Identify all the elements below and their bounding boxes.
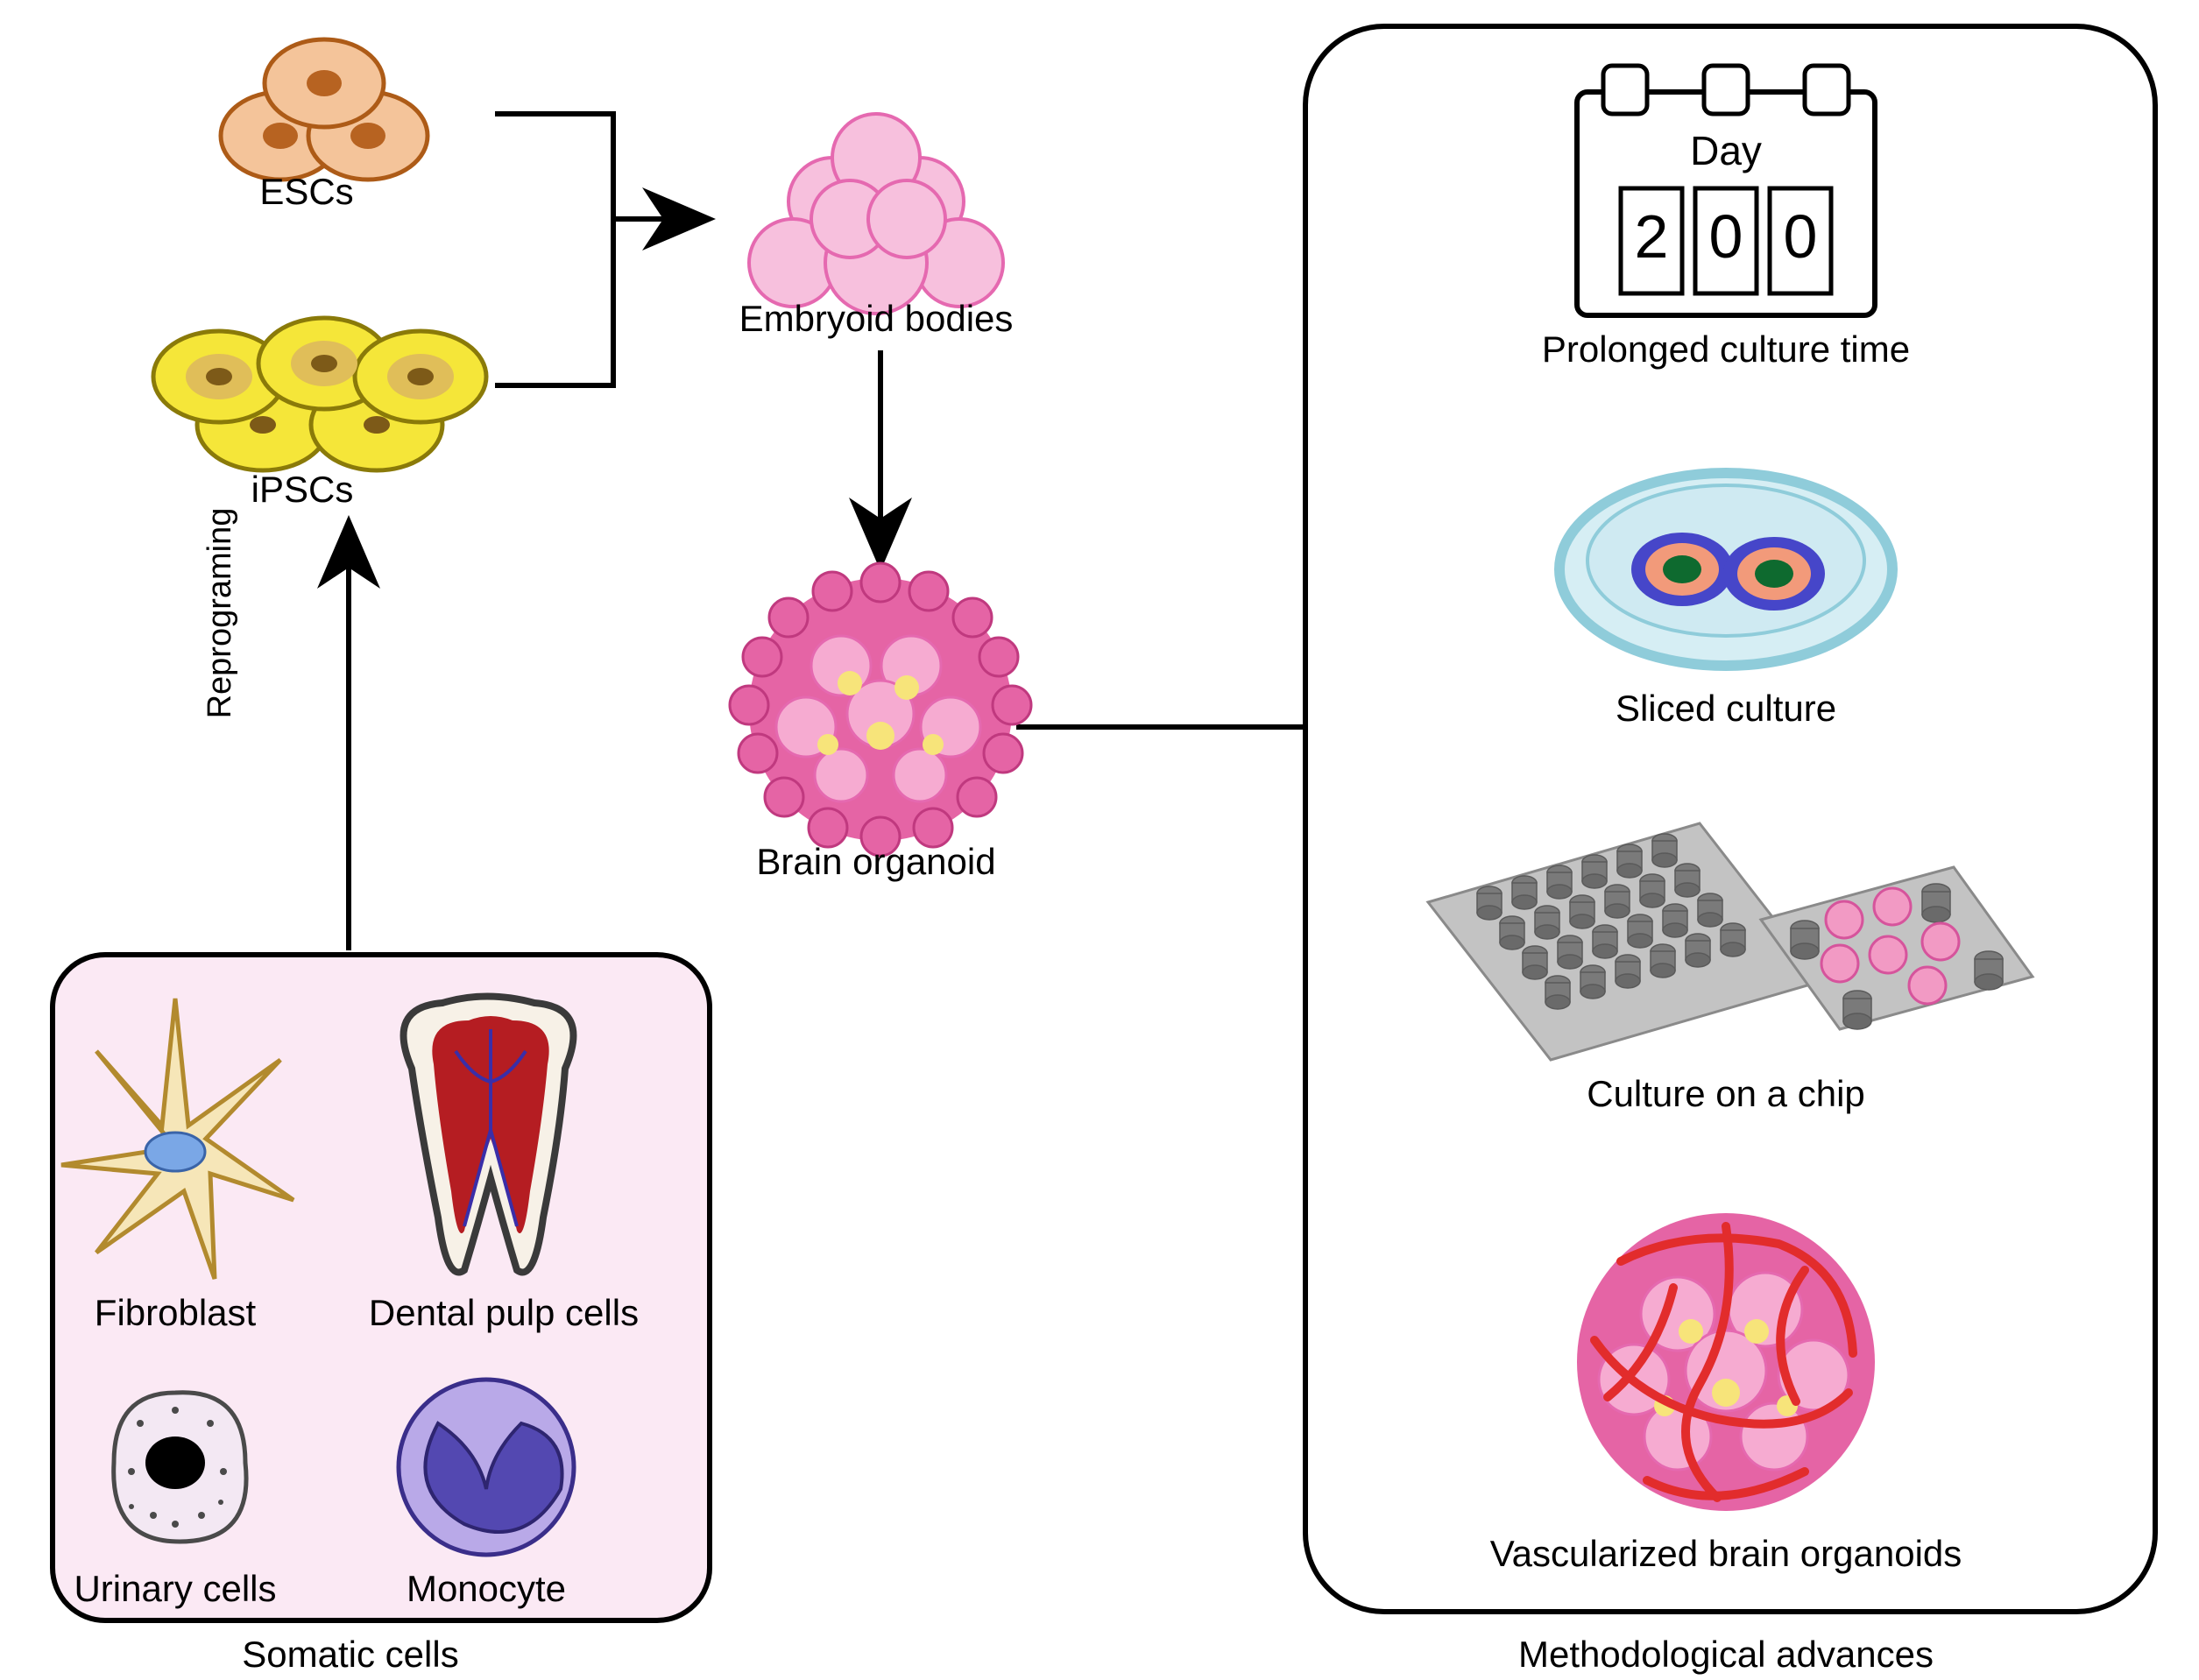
vascularized-organoid-icon (1577, 1213, 1875, 1511)
connector-esc-ipsc-to-embryoid (495, 114, 705, 385)
calendar-digit-0a: 0 (1695, 201, 1757, 272)
diagram-svg (0, 0, 2199, 1680)
label-ipscs: iPSCs (215, 469, 390, 511)
calendar-day-text: Day (1638, 127, 1814, 174)
label-sliced: Sliced culture (1551, 688, 1901, 730)
calendar-digit-0b: 0 (1770, 201, 1831, 272)
label-chip: Culture on a chip (1551, 1073, 1901, 1115)
culture-on-chip-icon (1428, 823, 2033, 1060)
label-somatic-cells: Somatic cells (219, 1634, 482, 1676)
sliced-culture-icon (1559, 473, 1892, 666)
label-escs: ESCs (219, 171, 394, 213)
label-fibroblast: Fibroblast (70, 1292, 280, 1334)
urinary-cells-icon (114, 1393, 246, 1542)
calendar-digit-2: 2 (1621, 201, 1682, 272)
label-brain-organoid: Brain organoid (701, 841, 1051, 883)
label-dental-pulp: Dental pulp cells (346, 1292, 661, 1334)
ipscs-cells-icon (153, 318, 486, 470)
calendar-icon (1577, 66, 1875, 315)
diagram-stage: ESCs iPSCs Reprograming Embryoid bodies … (0, 0, 2199, 1680)
embryoid-bodies-icon (749, 114, 1003, 314)
label-prolonged: Prolonged culture time (1507, 328, 1945, 371)
label-reprogramming: Reprograming (202, 482, 239, 745)
label-vascularized: Vascularized brain organoids (1463, 1533, 1989, 1575)
label-embryoid: Embryoid bodies (701, 298, 1051, 340)
brain-organoid-icon (730, 563, 1031, 856)
label-urinary-cells: Urinary cells (61, 1568, 289, 1610)
label-monocyte: Monocyte (381, 1568, 591, 1610)
escs-cells-icon (221, 39, 428, 180)
label-methodological: Methodological advances (1507, 1634, 1945, 1676)
monocyte-icon (399, 1380, 574, 1555)
